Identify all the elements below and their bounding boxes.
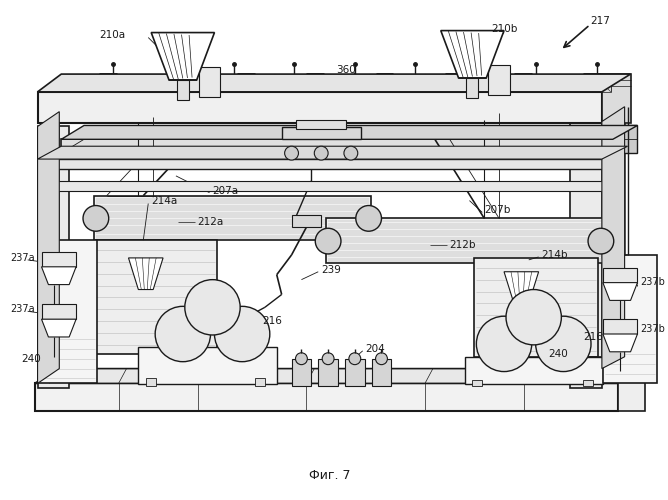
- Circle shape: [214, 306, 270, 362]
- Polygon shape: [41, 267, 76, 284]
- Circle shape: [506, 290, 561, 345]
- Bar: [94, 196, 371, 240]
- Bar: [345, 358, 365, 386]
- Text: 212b: 212b: [450, 240, 476, 250]
- Polygon shape: [41, 319, 76, 337]
- Text: 360: 360: [336, 65, 356, 75]
- Text: 240: 240: [22, 354, 41, 364]
- Bar: [603, 255, 657, 384]
- Bar: [94, 240, 217, 354]
- Polygon shape: [602, 106, 625, 368]
- Bar: [602, 74, 631, 124]
- Bar: [291, 216, 321, 228]
- Bar: [488, 65, 510, 95]
- Text: 210b: 210b: [491, 24, 518, 34]
- Circle shape: [476, 316, 532, 372]
- Polygon shape: [151, 32, 214, 80]
- Circle shape: [315, 228, 341, 254]
- Bar: [570, 122, 602, 388]
- Bar: [255, 378, 265, 386]
- Bar: [472, 380, 482, 386]
- Bar: [61, 140, 613, 153]
- Bar: [37, 126, 69, 388]
- Polygon shape: [441, 30, 504, 78]
- Circle shape: [356, 206, 381, 231]
- Text: 237b: 237b: [641, 324, 665, 334]
- Polygon shape: [37, 74, 631, 92]
- Text: 210a: 210a: [99, 30, 125, 40]
- Bar: [613, 126, 637, 153]
- Bar: [138, 347, 277, 385]
- Circle shape: [344, 146, 358, 160]
- Bar: [198, 67, 220, 97]
- Bar: [371, 358, 391, 386]
- Text: 217: 217: [590, 16, 610, 26]
- Text: 239: 239: [321, 265, 341, 275]
- Bar: [464, 356, 603, 384]
- Bar: [291, 358, 311, 386]
- Bar: [583, 380, 593, 386]
- Bar: [326, 218, 603, 263]
- Bar: [37, 240, 97, 384]
- Circle shape: [295, 353, 307, 364]
- Polygon shape: [128, 258, 163, 290]
- Circle shape: [349, 353, 361, 364]
- Text: 207b: 207b: [484, 206, 510, 216]
- Text: 237a: 237a: [10, 304, 35, 314]
- Text: 237a: 237a: [10, 253, 35, 263]
- Bar: [603, 319, 637, 334]
- Bar: [297, 120, 346, 130]
- Circle shape: [536, 316, 591, 372]
- Text: 216: 216: [262, 316, 282, 326]
- Circle shape: [375, 353, 387, 364]
- Polygon shape: [35, 368, 643, 384]
- Bar: [318, 358, 338, 386]
- Circle shape: [185, 280, 240, 335]
- Text: 214b: 214b: [542, 250, 568, 260]
- Polygon shape: [37, 112, 59, 384]
- Bar: [618, 368, 645, 411]
- Text: 240: 240: [548, 349, 568, 359]
- Circle shape: [83, 206, 109, 231]
- Circle shape: [155, 306, 210, 362]
- Bar: [37, 181, 602, 190]
- Bar: [474, 258, 598, 356]
- Text: 237b: 237b: [641, 276, 665, 286]
- Bar: [41, 304, 76, 319]
- Text: 216: 216: [583, 332, 603, 342]
- Bar: [146, 378, 156, 386]
- Text: 214a: 214a: [151, 196, 178, 205]
- Text: 207a: 207a: [212, 186, 238, 196]
- Circle shape: [314, 146, 328, 160]
- Bar: [37, 92, 602, 124]
- Bar: [603, 268, 637, 282]
- Text: 212a: 212a: [198, 218, 224, 228]
- Text: Фиг. 7: Фиг. 7: [309, 469, 351, 482]
- Polygon shape: [61, 126, 637, 140]
- Circle shape: [285, 146, 299, 160]
- Polygon shape: [37, 146, 627, 159]
- Circle shape: [322, 353, 334, 364]
- Bar: [177, 80, 189, 100]
- Bar: [466, 78, 478, 98]
- Circle shape: [588, 228, 614, 254]
- Polygon shape: [603, 282, 637, 300]
- Bar: [282, 128, 361, 140]
- Polygon shape: [504, 272, 538, 304]
- Bar: [37, 159, 602, 169]
- Text: 204: 204: [365, 344, 385, 354]
- Bar: [41, 252, 76, 267]
- Polygon shape: [603, 334, 637, 352]
- Bar: [35, 384, 618, 411]
